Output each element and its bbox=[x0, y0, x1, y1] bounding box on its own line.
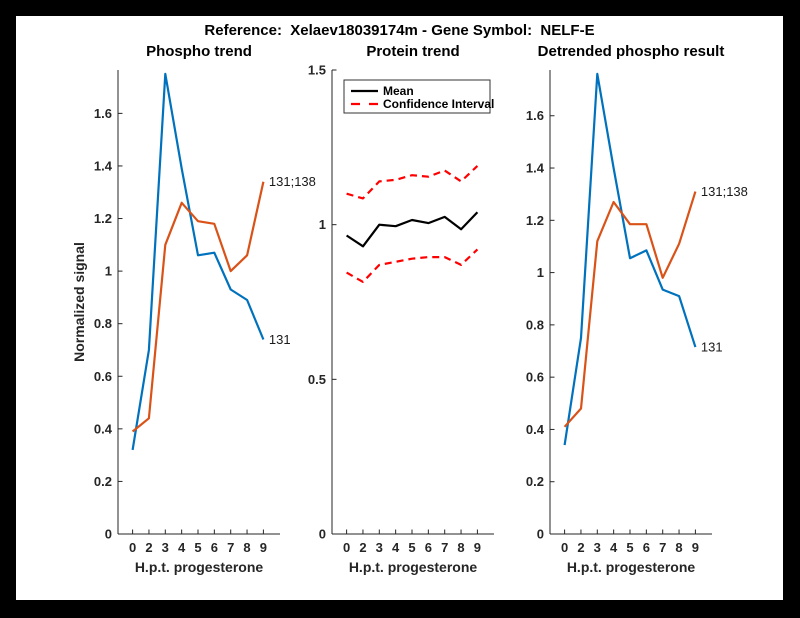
x-tick-label: 8 bbox=[457, 540, 464, 555]
series-line-confidence-interval-upper bbox=[346, 165, 479, 200]
x-tick-label: 9 bbox=[474, 540, 481, 555]
x-tick-label: 7 bbox=[227, 540, 234, 555]
x-tick-label: 9 bbox=[260, 540, 267, 555]
x-tick-label: 0 bbox=[343, 540, 350, 555]
x-tick-label: 4 bbox=[178, 540, 186, 555]
series-line-131 bbox=[131, 72, 265, 451]
y-tick-label: 0.8 bbox=[526, 317, 544, 332]
y-tick-label: 0.4 bbox=[526, 422, 545, 437]
series-end-label: 131;138 bbox=[701, 184, 748, 199]
y-tick-label: 0.2 bbox=[94, 474, 112, 489]
y-tick-label: 0.6 bbox=[94, 369, 112, 384]
panel-1: 00.20.40.60.811.21.41.60 2 3 4 5 6 7 8 9Phospho … bbox=[71, 43, 316, 575]
y-tick-label: 1.2 bbox=[526, 213, 544, 228]
x-tick-label: 0 bbox=[129, 540, 136, 555]
panel-title: Protein trend bbox=[366, 43, 459, 60]
x-tick-label: 5 bbox=[626, 540, 633, 555]
y-tick-label: 1.6 bbox=[526, 108, 544, 123]
y-tick-label: 1.6 bbox=[94, 106, 112, 121]
y-tick-label: 0.6 bbox=[526, 370, 544, 385]
series-line-131-138 bbox=[563, 191, 697, 428]
series-line-131-138 bbox=[131, 181, 265, 433]
figure-title: Reference: Xelaev18039174m - Gene Symbol… bbox=[204, 22, 595, 39]
x-tick-label: 7 bbox=[659, 540, 666, 555]
plots-svg: 00.20.40.60.811.21.41.60 2 3 4 5 6 7 8 9Phospho … bbox=[71, 43, 748, 575]
y-tick-label: 1 bbox=[319, 217, 326, 232]
x-tick-label: 8 bbox=[243, 540, 250, 555]
x-axis-label: H.p.t. progesterone bbox=[349, 559, 478, 575]
series-line-mean bbox=[345, 211, 479, 248]
x-tick-label: 6 bbox=[211, 540, 218, 555]
legend-box bbox=[343, 79, 491, 114]
figure-canvas: Reference: Xelaev18039174m - Gene Symbol… bbox=[16, 16, 783, 600]
y-tick-label: 0.2 bbox=[526, 474, 544, 489]
x-axis-label: H.p.t. progesterone bbox=[135, 559, 264, 575]
x-tick-label: 6 bbox=[425, 540, 432, 555]
x-tick-label: 2 bbox=[577, 540, 584, 555]
x-axis-label: H.p.t. progesterone bbox=[567, 559, 696, 575]
x-tick-label: 2 bbox=[359, 540, 366, 555]
x-tick-label: 0 bbox=[561, 540, 568, 555]
x-tick-label: 5 bbox=[194, 540, 201, 555]
y-tick-label: 0.4 bbox=[94, 421, 113, 436]
panel-3: 00.20.40.60.811.21.41.60 2 3 4 5 6 7 8 9Detrende… bbox=[526, 43, 748, 575]
x-tick-label: 9 bbox=[692, 540, 699, 555]
x-tick-label: 3 bbox=[162, 540, 169, 555]
y-tick-label: 0 bbox=[105, 527, 112, 542]
y-tick-label: 1.2 bbox=[94, 211, 112, 226]
series-end-label: 131 bbox=[701, 340, 723, 355]
x-tick-label: 5 bbox=[408, 540, 415, 555]
legend-label: Mean bbox=[383, 84, 414, 98]
series-line-confidence-interval-lower bbox=[346, 248, 479, 283]
y-tick-label: 1.5 bbox=[308, 63, 326, 78]
x-tick-label: 8 bbox=[675, 540, 682, 555]
series-line-131 bbox=[563, 72, 697, 446]
y-tick-label: 1.4 bbox=[526, 161, 545, 176]
legend-label: Confidence Interval bbox=[383, 97, 494, 111]
y-tick-label: 0.5 bbox=[308, 372, 326, 387]
x-tick-label: 3 bbox=[376, 540, 383, 555]
series-end-label: 131 bbox=[269, 332, 291, 347]
y-tick-label: 1.4 bbox=[94, 158, 113, 173]
panel-title: Detrended phospho result bbox=[538, 43, 725, 60]
x-tick-label: 3 bbox=[594, 540, 601, 555]
series-end-label: 131;138 bbox=[269, 174, 316, 189]
panel-title: Phospho trend bbox=[146, 43, 252, 60]
y-tick-label: 1 bbox=[537, 265, 544, 280]
y-tick-label: 0 bbox=[537, 527, 544, 542]
y-tick-label: 0.8 bbox=[94, 316, 112, 331]
y-tick-label: 0 bbox=[319, 527, 326, 542]
y-tick-label: 1 bbox=[105, 264, 112, 279]
x-tick-label: 4 bbox=[392, 540, 400, 555]
x-tick-label: 6 bbox=[643, 540, 650, 555]
y-axis-label: Normalized signal bbox=[71, 242, 87, 362]
x-tick-label: 2 bbox=[145, 540, 152, 555]
x-tick-label: 4 bbox=[610, 540, 618, 555]
x-tick-label: 7 bbox=[441, 540, 448, 555]
